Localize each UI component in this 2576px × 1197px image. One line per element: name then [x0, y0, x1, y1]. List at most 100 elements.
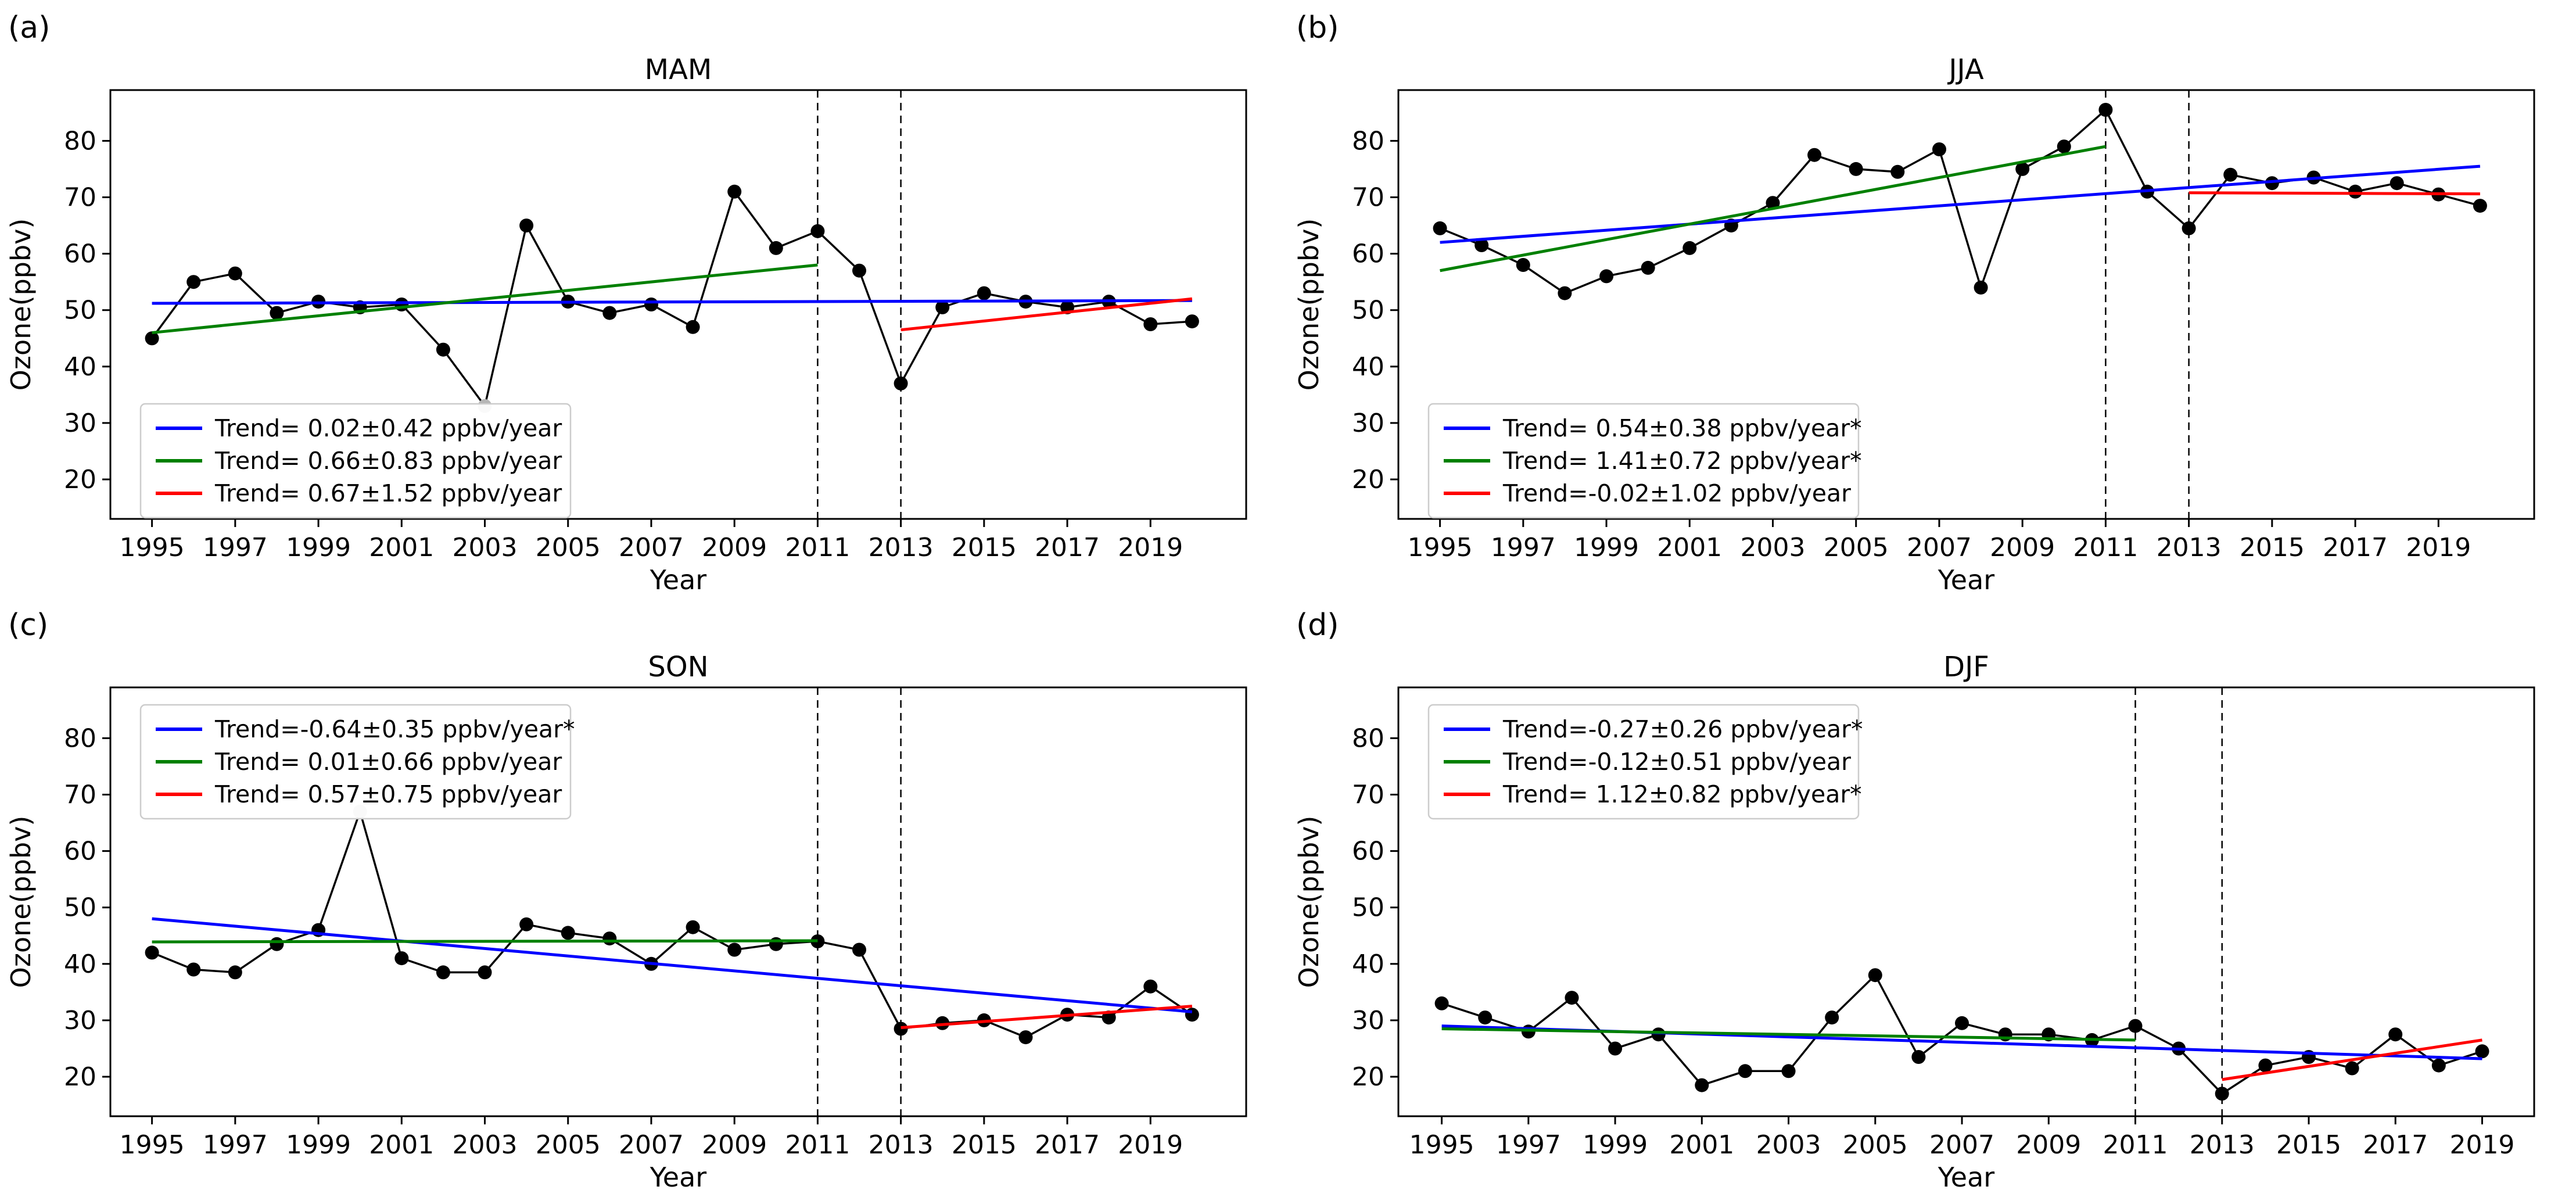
data-marker [519, 218, 534, 233]
svg-text:2007: 2007 [619, 533, 684, 562]
data-marker [1018, 1030, 1033, 1045]
data-marker [2390, 176, 2404, 191]
data-marker [2128, 1019, 2143, 1033]
svg-text:50: 50 [64, 893, 96, 923]
trend-line-1 [152, 939, 818, 944]
trend-line-0 [152, 917, 1193, 1013]
svg-text:2019: 2019 [1118, 533, 1183, 562]
plot-title: SON [648, 651, 708, 683]
data-marker [727, 942, 742, 957]
data-marker [1558, 286, 1572, 300]
data-marker [686, 920, 700, 934]
svg-text:40: 40 [64, 949, 96, 979]
svg-text:2005: 2005 [536, 533, 601, 562]
data-series [1434, 968, 2489, 1101]
x-axis-label: Year [650, 1162, 706, 1193]
data-marker [1695, 1078, 1709, 1092]
svg-text:2003: 2003 [1741, 533, 1806, 562]
data-marker [2015, 162, 2030, 176]
data-marker [1143, 317, 1158, 331]
svg-text:2001: 2001 [1657, 533, 1722, 562]
data-marker [1766, 196, 1780, 210]
svg-text:2013: 2013 [2190, 1130, 2255, 1160]
svg-text:30: 30 [1352, 408, 1384, 438]
trend-line-2 [2188, 191, 2480, 196]
svg-text:30: 30 [64, 1006, 96, 1035]
panel-letter-b: (b) [1296, 10, 1339, 45]
chart-djf: 20 30 40 50 60 70 80 1995 1997 1999 2001 2003 2005 20… [1293, 651, 2535, 1193]
data-marker [186, 275, 201, 289]
data-marker [1641, 260, 1655, 275]
svg-text:2001: 2001 [369, 1130, 434, 1160]
svg-text:2017: 2017 [2323, 533, 2388, 562]
svg-text:2011: 2011 [2073, 533, 2138, 562]
data-marker [2215, 1087, 2229, 1101]
svg-text:1995: 1995 [1408, 533, 1473, 562]
svg-text:60: 60 [64, 239, 96, 269]
data-series [145, 804, 1199, 1045]
data-marker [1565, 991, 1579, 1005]
data-marker [1651, 1027, 1666, 1042]
plot-border [1397, 89, 2535, 520]
legend-label: Trend= 0.54±0.38 ppbv/year* [1502, 414, 1862, 442]
data-marker [1185, 314, 1199, 329]
y-axis: 20 30 40 50 60 70 80 [64, 723, 110, 1092]
svg-text:60: 60 [64, 837, 96, 866]
plot-border [1397, 686, 2535, 1117]
data-marker [1807, 148, 1822, 162]
data-marker [1185, 1008, 1199, 1022]
svg-text:2005: 2005 [1824, 533, 1889, 562]
data-marker [602, 931, 617, 946]
svg-text:50: 50 [64, 296, 96, 325]
svg-text:20: 20 [64, 465, 96, 494]
legend-label: Trend= 0.66±0.83 ppbv/year [214, 447, 562, 475]
svg-text:2013: 2013 [2157, 533, 2222, 562]
data-marker [1738, 1064, 1752, 1078]
data-marker [1974, 280, 1988, 295]
data-marker [769, 241, 783, 255]
legend-label: Trend=-0.12±0.51 ppbv/year [1502, 748, 1851, 776]
data-marker [727, 184, 742, 199]
data-marker [1955, 1016, 1969, 1030]
svg-text:2001: 2001 [1669, 1130, 1734, 1160]
data-marker [1143, 979, 1158, 994]
panel-c: (c) 20 30 40 50 60 70 80 1995 1997 1999 2001 2003 20… [0, 597, 1288, 1195]
svg-text:2015: 2015 [952, 533, 1017, 562]
svg-text:2011: 2011 [2103, 1130, 2168, 1160]
data-marker [436, 965, 450, 980]
data-marker [894, 376, 908, 390]
plot-title: DJF [1943, 651, 1989, 683]
svg-text:50: 50 [1352, 893, 1384, 923]
data-marker [478, 965, 492, 980]
legend-label: Trend=-0.64±0.35 ppbv/year* [214, 715, 575, 743]
svg-text:70: 70 [64, 183, 96, 213]
legend-label: Trend= 1.12±0.82 ppbv/year* [1502, 780, 1862, 808]
legend: Trend=-0.27±0.26 ppbv/year* Trend=-0.12±0… [1427, 704, 1863, 820]
trend-line-2 [2222, 1038, 2482, 1081]
svg-text:2007: 2007 [1929, 1130, 1994, 1160]
data-marker [1781, 1064, 1796, 1078]
svg-text:1999: 1999 [1574, 533, 1639, 562]
panel-letter-a: (a) [8, 10, 51, 45]
data-marker [2475, 1044, 2489, 1059]
svg-text:20: 20 [1352, 1062, 1384, 1092]
data-marker [1868, 968, 1882, 983]
svg-text:1997: 1997 [1496, 1130, 1561, 1160]
svg-text:2015: 2015 [952, 1130, 1017, 1160]
svg-text:2007: 2007 [619, 1130, 684, 1160]
data-marker [2388, 1027, 2403, 1042]
data-marker [1474, 238, 1489, 252]
data-marker [602, 306, 617, 320]
svg-text:2017: 2017 [2363, 1130, 2428, 1160]
data-marker [1849, 162, 1863, 176]
panel-b: (b) 20 30 40 50 60 70 80 1995 1997 1999 2001 2003 20… [1288, 0, 2576, 597]
data-marker [270, 937, 284, 951]
legend-label: Trend= 0.01±0.66 ppbv/year [214, 748, 562, 776]
svg-text:2013: 2013 [869, 1130, 934, 1160]
data-marker [2223, 167, 2238, 182]
svg-text:2011: 2011 [785, 1130, 850, 1160]
svg-text:50: 50 [1352, 296, 1384, 325]
legend-label: Trend= 0.57±0.75 ppbv/year [214, 780, 562, 808]
plot-title: MAM [645, 53, 712, 86]
